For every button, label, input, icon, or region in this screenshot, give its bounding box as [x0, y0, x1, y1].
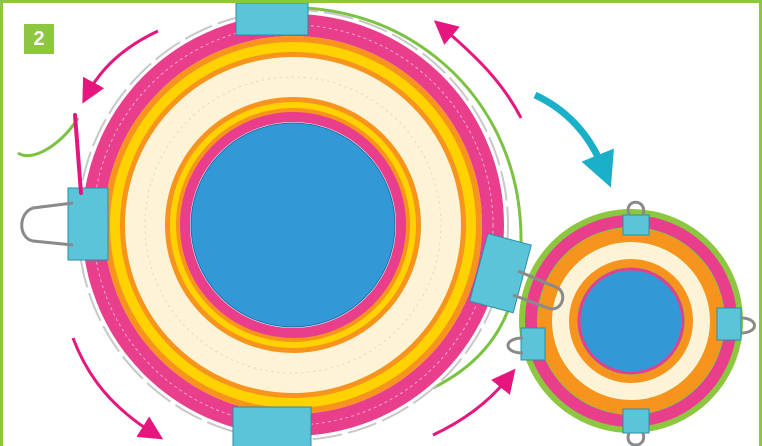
- needle: [73, 113, 83, 195]
- clips: [67, 3, 742, 446]
- yarn: [17, 6, 523, 390]
- large-loom: [77, 9, 509, 441]
- weaving-illustration: [17, 3, 756, 446]
- small-loom: [519, 209, 743, 433]
- clip-wires: [20, 200, 756, 446]
- direction-arrows: [71, 20, 523, 440]
- transition-arrow: [533, 91, 614, 188]
- step-badge: 2: [24, 24, 54, 54]
